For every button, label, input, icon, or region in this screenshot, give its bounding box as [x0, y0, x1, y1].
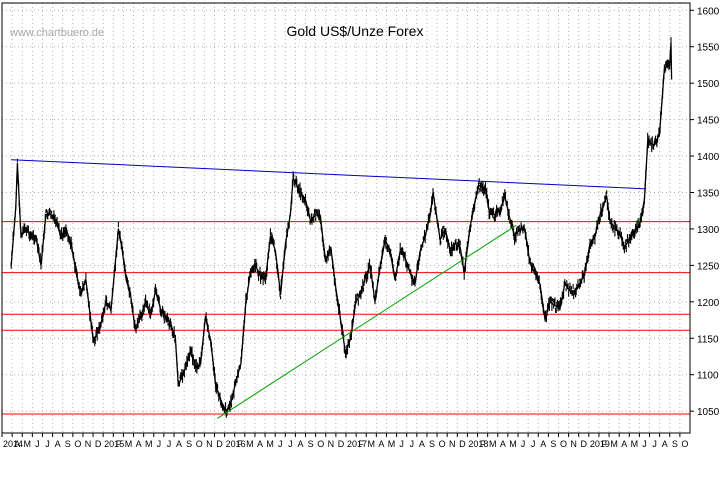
x-tick-label: M	[24, 439, 32, 449]
y-tick-label: 1550	[697, 43, 720, 54]
x-tick-label: D	[459, 439, 466, 449]
x-tick-label: J	[278, 439, 283, 449]
x-tick-label: M	[368, 439, 376, 449]
grid	[2, 3, 690, 433]
y-tick-label: 1050	[697, 407, 720, 418]
x-tick-label: A	[378, 439, 384, 449]
x-tick-label: 2018	[468, 439, 488, 449]
x-tick-label: O	[196, 439, 203, 449]
trend-line	[11, 159, 647, 190]
x-tick-label: D	[95, 439, 102, 449]
x-tick-label: J	[521, 439, 526, 449]
x-tick-label: M	[509, 439, 517, 449]
trend-line	[217, 224, 517, 419]
x-tick-label: M	[125, 439, 133, 449]
x-tick-label: J	[45, 439, 50, 449]
x-tick-label: S	[429, 439, 435, 449]
x-tick-label: N	[85, 439, 92, 449]
x-tick-label: J	[642, 439, 647, 449]
x-tick-label: J	[410, 439, 415, 449]
x-tick-label: S	[65, 439, 71, 449]
x-tick-label: O	[681, 439, 688, 449]
x-tick-label: M	[388, 439, 396, 449]
x-tick-label: M	[631, 439, 639, 449]
y-tick-label: 1350	[697, 188, 720, 199]
x-tick-label: O	[560, 439, 567, 449]
y-tick-label: 1200	[697, 298, 720, 309]
x-tick-label: F	[601, 439, 607, 449]
x-tick-label: A	[176, 439, 182, 449]
x-tick-label: 2017	[347, 439, 367, 449]
x-tick-label: O	[74, 439, 81, 449]
x-tick-label: A	[500, 439, 506, 449]
x-tick-label: S	[186, 439, 192, 449]
x-tick-label: S	[550, 439, 556, 449]
x-tick-label: A	[662, 439, 668, 449]
y-tick-label: 1100	[697, 371, 719, 382]
x-tick-label: M	[145, 439, 153, 449]
y-tick-label: 1400	[697, 152, 720, 163]
x-tick-label: N	[570, 439, 577, 449]
x-tick-label: N	[449, 439, 456, 449]
x-tick-label: 2016	[226, 439, 246, 449]
x-tick-label: A	[55, 439, 61, 449]
trend-lines	[11, 159, 647, 419]
x-tick-label: J	[167, 439, 172, 449]
x-tick-label: F	[237, 439, 243, 449]
y-tick-label: 1300	[697, 225, 720, 236]
x-tick-label: F	[116, 439, 122, 449]
price-series	[10, 37, 673, 418]
x-tick-label: A	[257, 439, 263, 449]
x-tick-label: A	[419, 439, 425, 449]
x-tick-label: M	[489, 439, 497, 449]
x-tick-label: D	[581, 439, 588, 449]
x-tick-label: J	[531, 439, 536, 449]
y-tick-label: 1450	[697, 116, 720, 127]
x-tick-label: J	[652, 439, 657, 449]
x-tick-label: F	[480, 439, 486, 449]
x-tick-label: J	[157, 439, 162, 449]
x-tick-label: S	[672, 439, 678, 449]
x-tick-label: N	[206, 439, 213, 449]
x-tick-label: 2014	[3, 439, 23, 449]
x-tick-label: N	[328, 439, 335, 449]
horizontal-lines	[2, 221, 690, 415]
x-tick-label: A	[540, 439, 546, 449]
y-tick-label: 1250	[697, 261, 720, 272]
y-axis: 1050 1100 1150 1200 1250 1300 1350 1400 1450 1500…	[690, 6, 720, 418]
x-tick-label: D	[338, 439, 345, 449]
x-tick-label: D	[216, 439, 223, 449]
x-tick-label: F	[358, 439, 364, 449]
x-tick-label: S	[308, 439, 314, 449]
x-tick-label: A	[621, 439, 627, 449]
price-line	[10, 42, 673, 412]
price-bars	[10, 37, 672, 418]
x-tick-label: O	[439, 439, 446, 449]
y-tick-label: 1500	[697, 79, 720, 90]
x-tick-label: 2015	[104, 439, 124, 449]
x-tick-label: A	[297, 439, 303, 449]
x-tick-label: M	[246, 439, 254, 449]
x-tick-label: 2019	[590, 439, 610, 449]
x-tick-label: J	[288, 439, 293, 449]
y-tick-label: 1150	[697, 334, 719, 345]
x-tick-label: A	[14, 439, 20, 449]
x-tick-label: M	[610, 439, 618, 449]
chart-title: Gold US$/Unze Forex	[287, 23, 424, 39]
x-tick-label: O	[317, 439, 324, 449]
x-tick-label: J	[35, 439, 40, 449]
watermark: www.chartbuero.de	[9, 27, 104, 39]
x-tick-label: A	[136, 439, 142, 449]
y-tick-label: 1600	[697, 6, 720, 17]
x-tick-label: J	[399, 439, 404, 449]
x-tick-label: M	[266, 439, 274, 449]
